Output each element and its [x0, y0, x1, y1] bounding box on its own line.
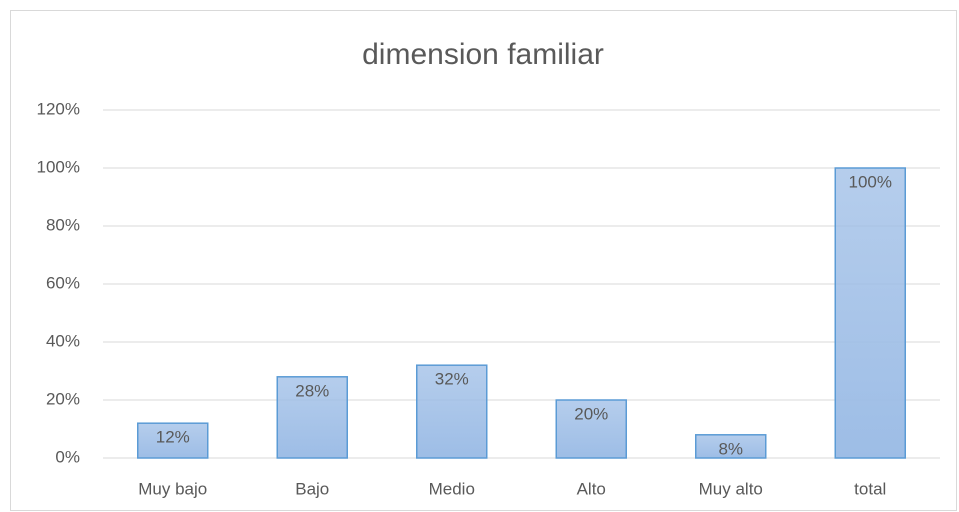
y-tick-label: 40% — [46, 331, 80, 350]
chart-title: dimension familiar — [362, 38, 604, 71]
bar — [276, 376, 348, 459]
x-tick-label: total — [854, 479, 886, 498]
data-label: 20% — [574, 404, 608, 423]
y-tick-label: 20% — [46, 389, 80, 408]
y-tick-label: 0% — [55, 447, 80, 466]
y-tick-label: 100% — [37, 157, 80, 176]
y-tick-label: 120% — [37, 99, 80, 118]
x-tick-label: Muy alto — [699, 479, 763, 498]
x-tick-label: Muy bajo — [138, 479, 207, 498]
bar — [695, 434, 767, 459]
bar — [834, 167, 906, 459]
bar — [555, 399, 627, 459]
data-label: 32% — [435, 370, 469, 389]
data-label: 28% — [295, 381, 329, 400]
x-tick-label: Medio — [429, 479, 475, 498]
data-label: 100% — [849, 172, 892, 191]
y-tick-label: 80% — [46, 215, 80, 234]
bar — [416, 364, 488, 459]
y-tick-label: 60% — [46, 273, 80, 292]
data-label: 12% — [156, 428, 190, 447]
x-tick-label: Alto — [577, 479, 606, 498]
data-label: 8% — [718, 439, 743, 458]
x-tick-label: Bajo — [295, 479, 329, 498]
bar — [137, 422, 209, 459]
